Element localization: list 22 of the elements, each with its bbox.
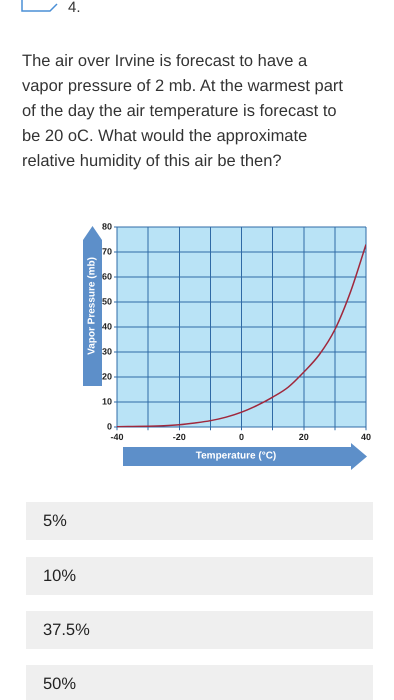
x-tick-label: 20 [298, 432, 309, 442]
y-tick-label: 10 [102, 396, 112, 407]
y-axis-title: Vapor Pressure (mb) [86, 257, 98, 355]
y-tick-label: 60 [102, 272, 112, 282]
y-tick-label: 40 [102, 322, 112, 332]
y-tick-label: 80 [102, 221, 112, 232]
y-tick-label: 20 [102, 372, 112, 382]
text: 10% [26, 557, 373, 595]
text: 37.5% [26, 611, 373, 649]
y-tick-label: 0 [106, 422, 112, 432]
y-tick-label: 70 [102, 246, 112, 257]
text: 50% [26, 665, 373, 700]
x-tick-label: -20 [172, 432, 186, 442]
x-axis-title: Temperature (°C) [196, 450, 276, 462]
y-tick-label: 50 [102, 296, 112, 307]
x-tick-label: 40 [360, 432, 372, 442]
x-tick-label: -40 [110, 432, 124, 442]
x-tick-label: 0 [239, 432, 244, 442]
text: 4. [68, 0, 81, 16]
y-tick-label: 30 [102, 346, 112, 357]
text: 5% [26, 502, 373, 540]
chart-title: The air over Irvine is forecast to have a vapor pressure of 2 mb. At the warmest part of the day the air temperature is forecast to be 20 oC. What would the approximate relative humidity of this air be then? [22, 51, 344, 172]
